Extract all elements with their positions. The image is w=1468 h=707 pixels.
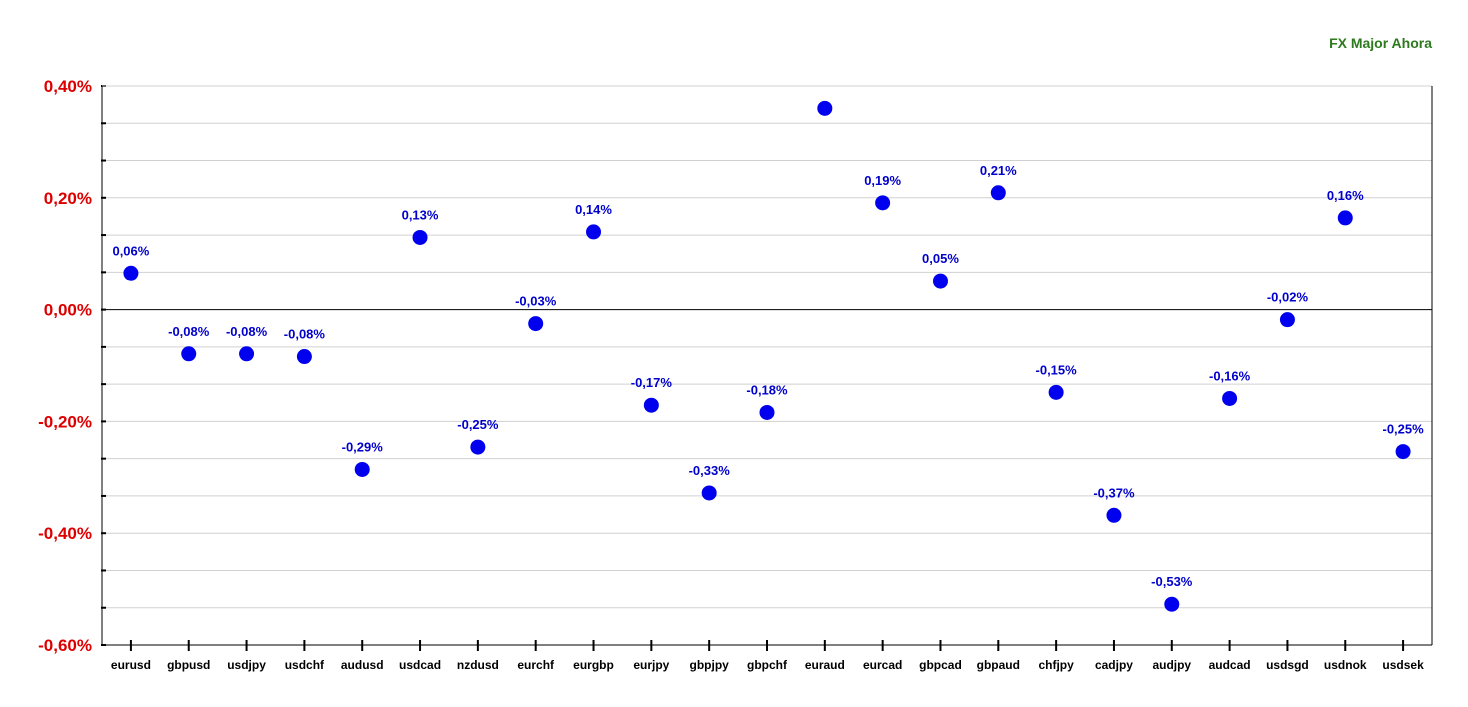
x-tick-label: eurjpy [633, 658, 669, 672]
data-label: 0,06% [112, 243, 149, 258]
data-points [123, 100, 1411, 612]
x-tick-label: gbpchf [747, 658, 788, 672]
data-point [470, 439, 486, 455]
data-label: 0,05% [922, 251, 959, 266]
data-labels: 0,06% -0,08% -0,08% -0,08% -0,29% 0,13% -0,25%… [112, 163, 1424, 589]
data-label: 0,16% [1327, 188, 1364, 203]
data-label: -0,37% [1093, 485, 1135, 500]
data-label: 0,14% [575, 202, 612, 217]
x-tick-label: audjpy [1152, 658, 1191, 672]
data-point [1337, 210, 1353, 226]
data-point [296, 349, 312, 365]
data-label: 0,21% [980, 163, 1017, 178]
data-point [586, 224, 602, 240]
data-label: -0,53% [1151, 574, 1193, 589]
data-point [181, 346, 197, 362]
x-tick-label: audusd [341, 658, 384, 672]
data-label: -0,18% [746, 382, 788, 397]
data-label: -0,03% [515, 294, 557, 309]
data-point [932, 273, 948, 289]
data-label: -0,08% [168, 324, 210, 339]
y-tick-label: -0,20% [38, 412, 92, 431]
data-point [701, 485, 717, 501]
data-label: 0,13% [402, 207, 439, 222]
x-tick-labels: eurusd gbpusd usdjpy usdchf audusd usdcad nzdu… [111, 658, 1424, 672]
data-label: 0,19% [864, 173, 901, 188]
x-tick-label: eurgbp [573, 658, 614, 672]
x-tick-label: usdcad [399, 658, 441, 672]
y-tick-label: 0,00% [44, 301, 92, 320]
x-tick-label: gbpusd [167, 658, 210, 672]
grid-lines [102, 122, 1432, 609]
y-tick-label: -0,60% [38, 636, 92, 655]
y-tick-label: -0,40% [38, 524, 92, 543]
x-tick-label: usdsgd [1266, 658, 1309, 672]
data-point [1395, 444, 1411, 460]
data-label: -0,25% [457, 417, 499, 432]
x-tick-label: nzdusd [457, 658, 499, 672]
y-tick-label: 0,20% [44, 189, 92, 208]
data-point [1222, 390, 1238, 406]
data-label: -0,17% [631, 375, 673, 390]
data-label: -0,08% [284, 327, 326, 342]
data-point [239, 346, 255, 362]
data-label: -0,08% [226, 324, 268, 339]
data-point [1279, 312, 1295, 328]
data-label: -0,02% [1267, 290, 1309, 305]
y-tick-label: 0,40% [44, 77, 92, 96]
x-tick-label: eurchf [517, 658, 555, 672]
x-tick-label: gbpcad [919, 658, 962, 672]
axes [101, 85, 1433, 651]
x-tick-label: usdsek [1382, 658, 1424, 672]
x-tick-label: euraud [805, 658, 845, 672]
x-tick-label: gbpjpy [690, 658, 730, 672]
data-point [817, 100, 833, 116]
data-point [875, 195, 891, 211]
x-tick-label: usdjpy [227, 658, 266, 672]
x-tick-label: eurusd [111, 658, 151, 672]
x-tick-label: usdnok [1324, 658, 1367, 672]
data-point [1106, 507, 1122, 523]
x-tick-label: eurcad [863, 658, 902, 672]
chart-title: FX Major Ahora [1329, 35, 1432, 51]
data-point [528, 316, 544, 332]
x-tick-label: cadjpy [1095, 658, 1133, 672]
data-label: -0,15% [1036, 362, 1078, 377]
x-tick-label: usdchf [285, 658, 325, 672]
data-label: -0,33% [689, 463, 731, 478]
x-tick-label: audcad [1209, 658, 1251, 672]
data-point [1164, 596, 1180, 612]
data-point [412, 229, 428, 245]
data-point [123, 265, 139, 281]
data-point [643, 397, 659, 413]
data-label: -0,16% [1209, 368, 1251, 383]
data-point [1048, 384, 1064, 400]
data-point [354, 461, 370, 477]
data-point [759, 404, 775, 420]
data-point [990, 185, 1006, 201]
data-label: -0,25% [1382, 422, 1424, 437]
data-label: -0,29% [342, 439, 384, 454]
x-tick-label: gbpaud [977, 658, 1020, 672]
y-tick-labels: 0,40% 0,20% 0,00% -0,20% -0,40% -0,60% [38, 77, 92, 655]
x-tick-label: chfjpy [1038, 658, 1074, 672]
